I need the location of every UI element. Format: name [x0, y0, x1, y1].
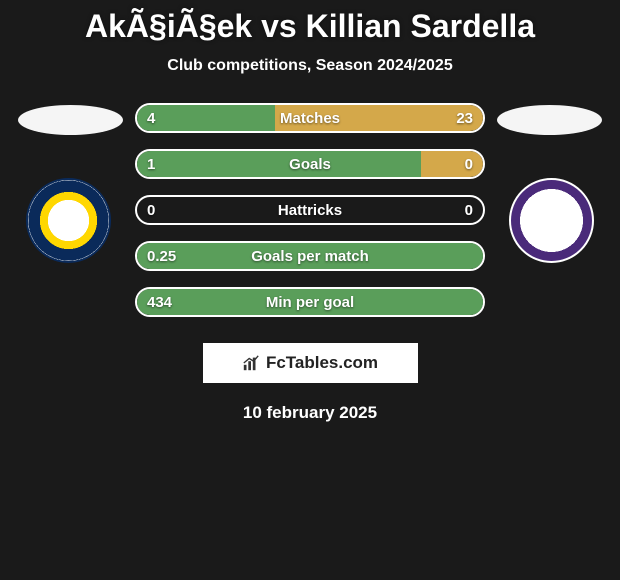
stat-bar: 0.25 Goals per match: [135, 241, 485, 271]
date: 10 february 2025: [0, 403, 620, 423]
stat-label: Goals per match: [251, 248, 369, 265]
page-title: AkÃ§iÃ§ek vs Killian Sardella: [0, 8, 620, 45]
stat-left-fill: [137, 105, 275, 131]
player-right-silhouette: [497, 105, 602, 135]
stat-right-fill: [421, 151, 483, 177]
subtitle: Club competitions, Season 2024/2025: [0, 57, 620, 75]
stat-label: Matches: [280, 110, 340, 127]
fenerbahce-badge: [26, 178, 111, 263]
anderlecht-badge: [509, 178, 594, 263]
stat-right-value: 0: [465, 156, 473, 173]
stat-label: Hattricks: [278, 202, 342, 219]
stat-label: Min per goal: [266, 294, 354, 311]
chart-icon: [242, 354, 260, 372]
player-left-silhouette: [18, 105, 123, 135]
stat-bar: 434 Min per goal: [135, 287, 485, 317]
comparison-card: AkÃ§iÃ§ek vs Killian Sardella Club compe…: [0, 0, 620, 423]
stat-bar: 1 0 Goals: [135, 149, 485, 179]
stat-left-fill: [137, 151, 421, 177]
stat-left-value: 434: [147, 294, 172, 311]
logo-text: FcTables.com: [266, 353, 378, 373]
stat-right-value: 23: [456, 110, 473, 127]
fctables-logo: FcTables.com: [203, 343, 418, 383]
stats-column: 4 23 Matches 1 0 Goals 0 0 Hattricks 0.25 Goals pe…: [135, 103, 485, 317]
stat-bar: 4 23 Matches: [135, 103, 485, 133]
stat-left-value: 1: [147, 156, 155, 173]
stat-left-value: 4: [147, 110, 155, 127]
stat-left-value: 0.25: [147, 248, 176, 265]
stat-right-value: 0: [465, 202, 473, 219]
stat-label: Goals: [289, 156, 331, 173]
stat-bar: 0 0 Hattricks: [135, 195, 485, 225]
stat-left-value: 0: [147, 202, 155, 219]
